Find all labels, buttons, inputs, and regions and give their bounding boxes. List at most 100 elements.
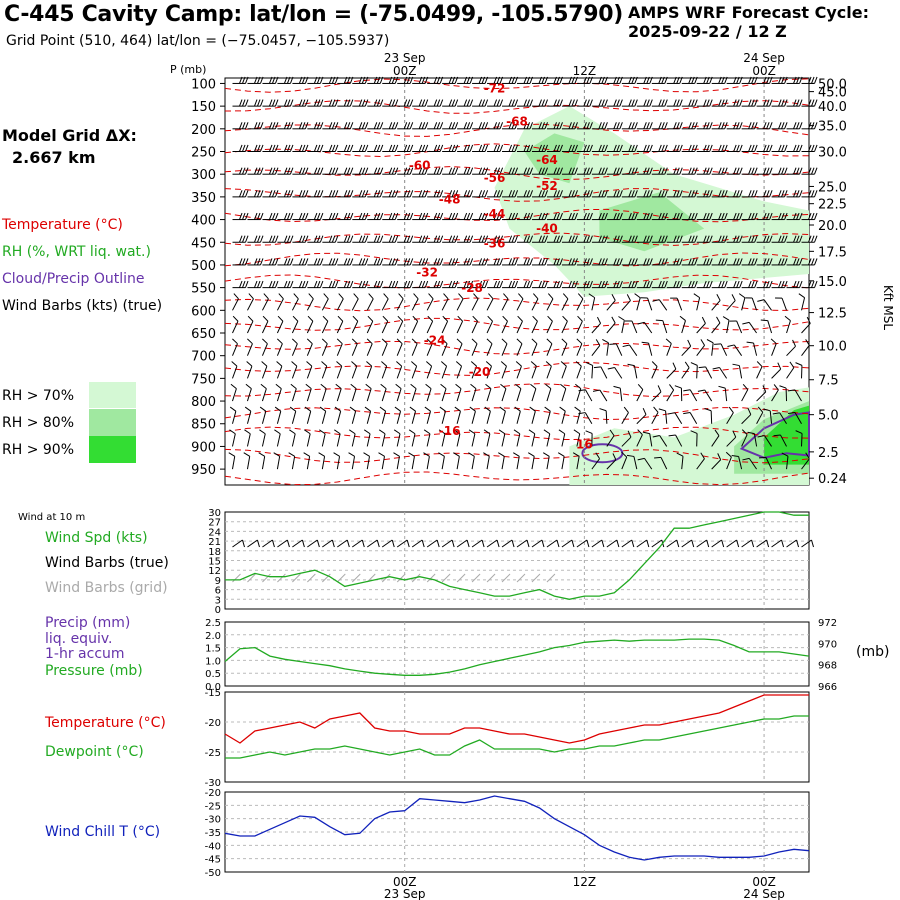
wind-barb-flag <box>688 99 692 107</box>
wind-barb-flag <box>395 383 402 390</box>
wind-barb-flag <box>544 258 548 266</box>
wind-barb-staff <box>753 433 758 447</box>
wind-barb-flag <box>298 212 303 220</box>
surface-wind-barb <box>232 539 245 583</box>
wind-barb-flag <box>673 144 677 152</box>
surface-wind-barb-staff <box>576 539 588 548</box>
wind-barb-flag <box>718 144 722 152</box>
wind-barb-staff <box>591 365 594 379</box>
wind-barb-flag <box>259 99 264 107</box>
wind-barb-staff <box>659 435 668 447</box>
wind-barb-flag <box>733 212 737 220</box>
wind-barb-flag <box>233 293 239 300</box>
wind-barb-flag <box>239 122 243 129</box>
wind-barb <box>771 258 788 266</box>
wind-barb-staff <box>351 343 358 356</box>
wind-barb <box>729 320 743 334</box>
wind-barb-flag <box>609 429 615 436</box>
wind-barb-flag <box>592 389 601 392</box>
wind-barb-flag <box>778 99 782 107</box>
wind-barb-flag <box>601 235 605 243</box>
wind-barb-flag <box>245 76 249 84</box>
wind-barb-flag <box>514 235 519 243</box>
wind-barb <box>757 435 772 447</box>
wind-barb-flag <box>454 280 459 288</box>
wind-barb-flag <box>618 316 625 321</box>
pressure-tick-label: 750 <box>191 372 216 387</box>
wind-barb <box>321 361 328 379</box>
wind-barb <box>292 76 309 84</box>
forecast-cycle-value: 2025-09-22 / 12 Z <box>628 22 787 41</box>
wind-barb-flag <box>553 235 557 243</box>
wind-barb <box>486 338 493 356</box>
wind-barb-flag <box>409 235 414 243</box>
wind-barb-flag <box>391 190 396 198</box>
wind-barb <box>499 406 506 424</box>
wind-barb-flag <box>436 212 441 220</box>
wind-barb <box>681 99 698 107</box>
surface-wind-barb-flag <box>406 539 410 548</box>
wind-barb-flag <box>628 144 632 152</box>
temperature-panel <box>224 691 810 783</box>
wind-barb <box>440 361 448 379</box>
wind-barb <box>427 144 444 153</box>
wind-barb-flag <box>589 167 593 175</box>
wind-barb <box>427 76 444 84</box>
wind-barb-flag <box>376 122 381 129</box>
wind-barb-staff <box>606 342 609 356</box>
wind-barb-staff <box>629 344 638 356</box>
wind-barb-flag <box>513 429 521 435</box>
wind-barb-flag <box>301 280 306 288</box>
wind-barb <box>304 406 312 424</box>
wind-barb-flag <box>351 361 358 367</box>
surface-wind-barb-flag <box>721 539 725 548</box>
wind-barb-flag <box>271 212 276 220</box>
wind-barb-flag <box>778 190 782 198</box>
wind-barb-flag <box>361 122 366 129</box>
wind-barb-flag <box>319 167 324 175</box>
wind-barb-flag <box>553 280 557 288</box>
wind-barb-staff <box>741 297 746 311</box>
wind-barb-flag <box>373 258 378 266</box>
wind-barb-flag <box>754 144 758 152</box>
wind-barb-flag <box>664 99 668 107</box>
wind-barb-flag <box>562 315 568 322</box>
wind-barb <box>336 361 343 379</box>
wind-barb-staff <box>411 433 416 447</box>
wind-barb <box>470 361 477 379</box>
surface-wind-barb-staff <box>381 539 393 548</box>
wind-barb <box>454 406 461 424</box>
wind-barb <box>517 212 534 221</box>
wind-barb-flag <box>328 76 333 84</box>
surface-wind-barb-flag <box>601 539 605 548</box>
wind-barb <box>636 122 653 130</box>
wind-barb-flag <box>288 452 295 457</box>
y-tick-label: 27 <box>208 518 221 529</box>
wind-barb-flag <box>424 167 429 175</box>
wind-barb-flag <box>454 122 459 129</box>
wind-barb-flag <box>575 383 582 390</box>
wind-barb <box>591 280 608 289</box>
wind-barb-flag <box>541 258 545 266</box>
wind-barb-flag <box>271 99 276 107</box>
dewpoint-line <box>225 715 809 759</box>
wind-barb <box>606 212 623 221</box>
wind-barb-flag <box>331 144 336 152</box>
wind-barb <box>423 429 431 447</box>
wind-barb-flag <box>789 361 795 368</box>
wind-barb-flag <box>529 190 534 198</box>
wind-barb-flag <box>763 76 767 84</box>
wind-barb-flag <box>795 430 803 434</box>
wind-barb <box>591 235 608 243</box>
wind-barb-staff <box>769 410 773 424</box>
wind-barb <box>232 212 249 221</box>
wind-barb-flag <box>376 280 381 288</box>
wind-barb-flag <box>350 383 357 390</box>
wind-barb <box>651 280 668 289</box>
wind-barb <box>658 408 668 424</box>
wind-barb <box>786 99 803 107</box>
wind-barb-flag <box>793 122 797 129</box>
wind-barb-flag <box>274 406 282 412</box>
wind-barb <box>472 76 489 84</box>
wind-barb-flag <box>242 235 246 243</box>
